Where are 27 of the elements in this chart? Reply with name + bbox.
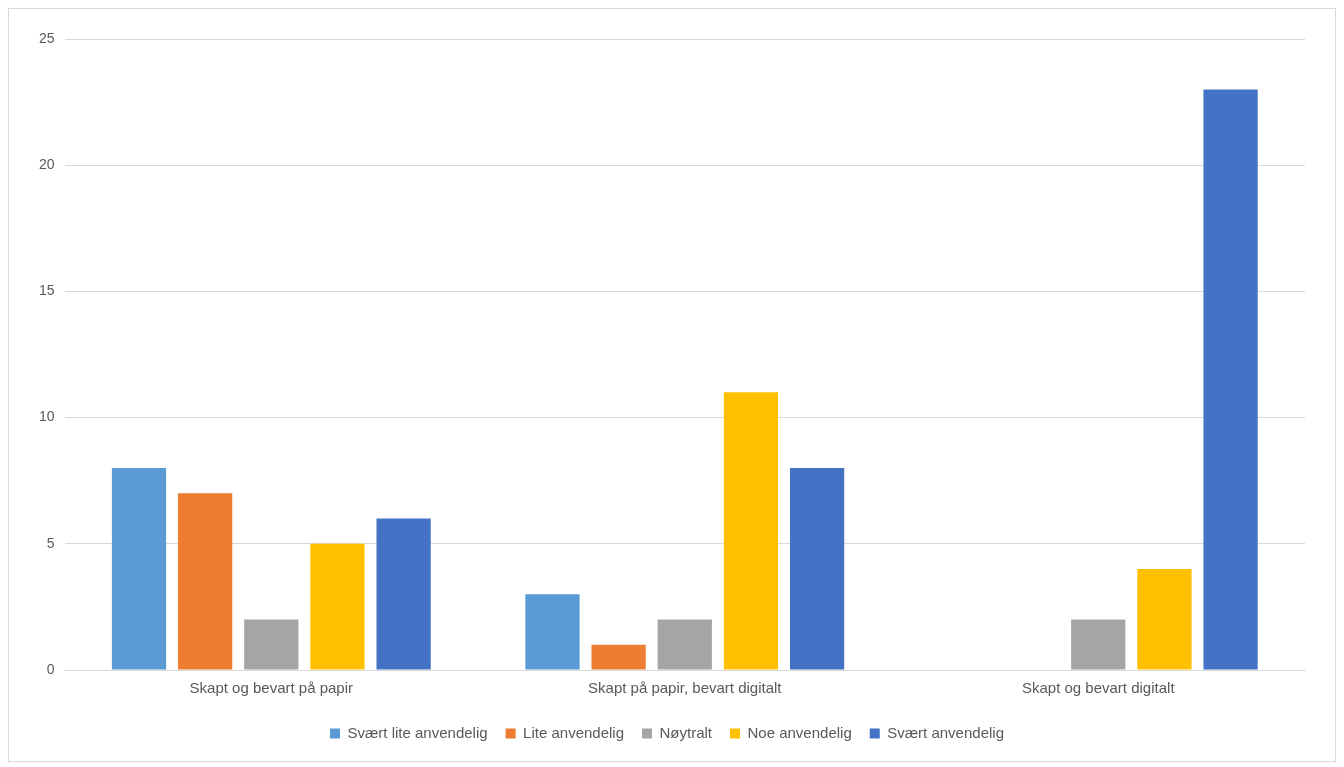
bar (310, 543, 365, 670)
legend-label: Noe anvendelig (747, 723, 852, 741)
bar (111, 468, 167, 670)
legend-label: Nøytralt (659, 723, 713, 741)
y-tick-label: 10 (38, 408, 55, 425)
bar (178, 493, 233, 670)
bar (657, 619, 712, 670)
bar (591, 644, 646, 670)
x-tick-label: Skapt og bevart digitalt (1021, 679, 1176, 697)
legend-label: Lite anvendelig (523, 723, 625, 741)
bar (1137, 569, 1192, 670)
x-tick-label: Skapt og bevart på papir (189, 679, 354, 697)
legend-label: Svært lite anvendelig (347, 723, 488, 741)
bar (244, 619, 299, 670)
y-tick-label: 25 (38, 29, 55, 46)
legend-label: Svært anvendelig (887, 723, 1004, 741)
bar (376, 518, 431, 670)
y-tick-label: 20 (38, 156, 55, 173)
y-tick-label: 5 (46, 534, 55, 551)
bar (1071, 619, 1126, 670)
y-tick-label: 0 (46, 660, 55, 677)
x-tick-label: Skapt på papir, bevart digitalt (588, 679, 783, 697)
bar (525, 594, 580, 670)
bar (723, 392, 779, 670)
bar (1203, 89, 1258, 670)
bar (789, 468, 845, 670)
y-tick-label: 15 (38, 282, 55, 299)
